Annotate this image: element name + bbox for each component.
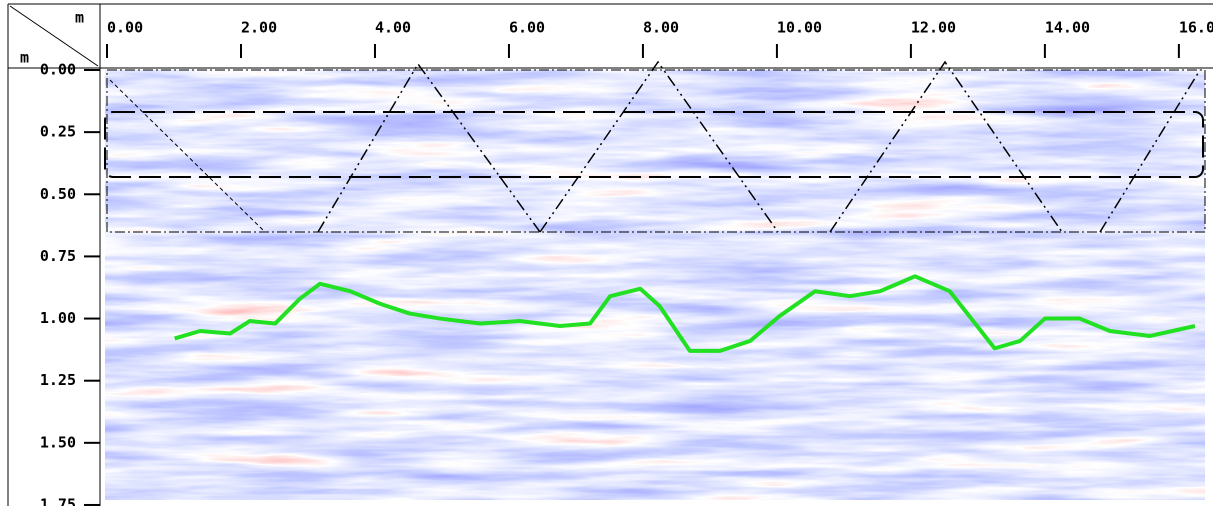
x-tick-label: 10.00: [777, 19, 822, 37]
radar-image: [105, 70, 1205, 500]
y-tick-label: 1.25: [40, 371, 76, 389]
y-tick-label: 0.25: [40, 123, 76, 141]
interface-line: [174, 274, 1196, 353]
x-tick-label: 0.00: [107, 19, 143, 37]
x-tick-label: 4.00: [375, 19, 411, 37]
ray: [317, 62, 541, 233]
x-tick-label: 12.00: [911, 19, 956, 37]
y-tick-label: 1.00: [40, 309, 76, 327]
y-tick-label: 0.50: [40, 185, 76, 203]
x-tick-label: 8.00: [643, 19, 679, 37]
annotation-frames: [104, 60, 1206, 233]
x-tick-label: 6.00: [509, 19, 545, 37]
ray: [539, 60, 779, 233]
ray: [109, 79, 266, 233]
y-tick-label: 1.75: [40, 495, 76, 506]
x-tick-label: 2.00: [241, 19, 277, 37]
y-tick-label: 1.50: [40, 433, 76, 451]
y-tick-label: 0.00: [40, 61, 76, 79]
x-tick-label: 16.00: [1179, 19, 1213, 37]
x-unit: m: [75, 9, 84, 27]
y-unit: m: [20, 49, 29, 67]
dashdot-zone: [106, 69, 1206, 233]
ray: [829, 60, 1063, 233]
corner-diagonal: [9, 5, 99, 67]
ray: [1099, 69, 1201, 233]
dashed-zone: [104, 111, 1204, 178]
y-tick-label: 0.75: [40, 247, 76, 265]
x-tick-label: 14.00: [1045, 19, 1090, 37]
